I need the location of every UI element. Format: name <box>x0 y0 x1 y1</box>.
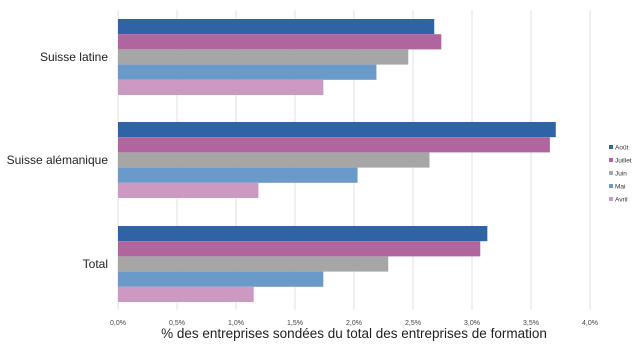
bar <box>118 137 550 153</box>
legend-label: Avril <box>615 197 628 204</box>
bar <box>118 79 324 95</box>
bar <box>118 286 254 302</box>
bar <box>118 152 430 168</box>
bar <box>118 226 488 242</box>
x-tick-label: 2,5% <box>405 320 421 327</box>
legend-label: Août <box>615 145 629 152</box>
bar <box>118 256 389 272</box>
x-tick-label: 0,0% <box>110 320 126 327</box>
bar <box>118 64 377 80</box>
category-labels: Suisse latine Suisse alémanique Total <box>7 50 109 271</box>
legend-swatch <box>609 158 613 162</box>
x-tick-label: 1,0% <box>228 320 244 327</box>
legend-swatch <box>609 184 613 188</box>
legend-label: Juin <box>615 171 627 178</box>
x-tick-label: 3,0% <box>464 320 480 327</box>
category-label: Suisse latine <box>40 50 108 64</box>
bar <box>118 182 259 198</box>
legend-swatch <box>609 197 613 201</box>
bar <box>118 19 435 35</box>
x-tick-label: 2,0% <box>346 320 362 327</box>
x-tick-label: 4,0% <box>582 320 598 327</box>
x-tick-label: 3,5% <box>523 320 539 327</box>
legend-swatch <box>609 145 613 149</box>
bars <box>118 19 556 302</box>
legend-label: Juillet <box>615 158 632 165</box>
category-label: Total <box>83 257 108 271</box>
x-tick-labels: 0,0% 0,5% 1,0% 1,5% 2,0% 2,5% 3,0% 3,5% 4,0% <box>110 320 598 327</box>
bar <box>118 241 481 257</box>
bar <box>118 271 324 287</box>
bar <box>118 34 442 50</box>
legend-label: Mai <box>615 184 625 191</box>
category-label: Suisse alémanique <box>7 153 109 167</box>
bar <box>118 49 409 65</box>
x-tick-label: 0,5% <box>169 320 185 327</box>
legend-swatch <box>609 171 613 175</box>
x-tick-label: 1,5% <box>287 320 303 327</box>
legend: Août Juillet Juin Mai Avril <box>609 145 632 204</box>
bar <box>118 122 556 138</box>
x-axis-label: % des entreprises sondées du total des e… <box>161 326 547 341</box>
bar <box>118 167 358 183</box>
